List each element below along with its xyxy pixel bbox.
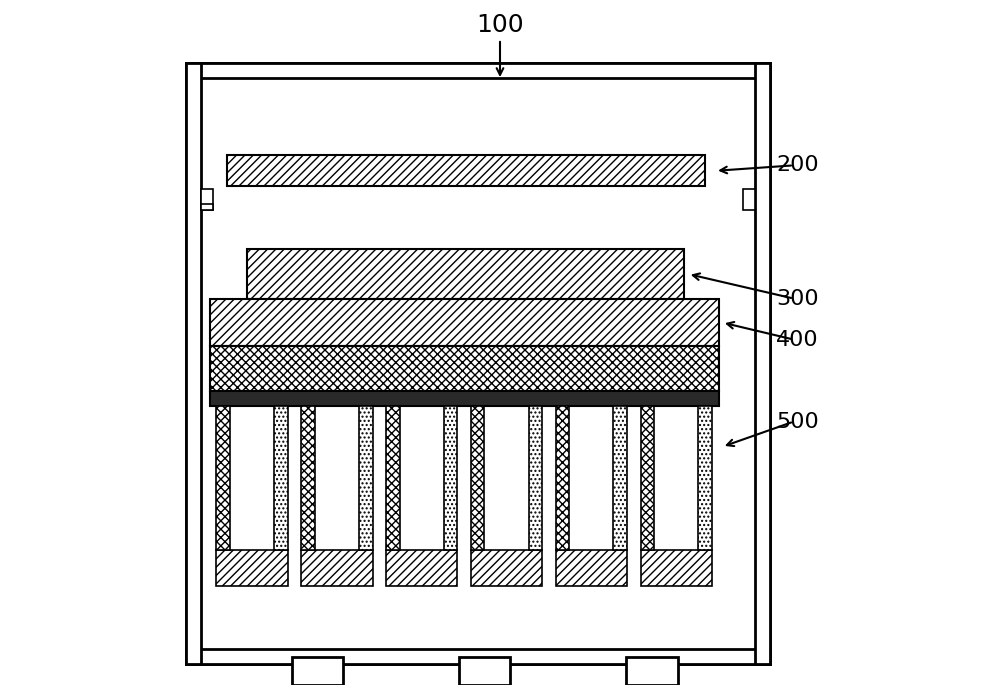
Bar	[186, 63, 770, 78]
Bar	[292, 657, 343, 685]
Bar	[210, 346, 719, 391]
Bar	[201, 189, 213, 210]
Bar	[274, 406, 288, 550]
Bar	[186, 649, 770, 664]
Text: 100: 100	[476, 13, 524, 37]
Bar	[201, 204, 213, 210]
Bar	[216, 406, 230, 550]
Bar	[186, 63, 770, 664]
Bar	[471, 550, 542, 586]
Bar	[556, 406, 569, 550]
Bar	[247, 250, 684, 298]
Bar	[386, 550, 457, 586]
Bar	[201, 78, 755, 649]
Bar	[459, 657, 510, 685]
Bar	[641, 550, 712, 586]
Text: 400: 400	[776, 329, 819, 350]
Bar	[626, 657, 678, 685]
Bar	[613, 406, 627, 550]
Bar	[210, 298, 719, 346]
Bar	[186, 63, 201, 664]
Bar	[216, 550, 288, 586]
Text: 200: 200	[776, 155, 819, 176]
Bar	[227, 155, 705, 186]
Text: 300: 300	[776, 289, 819, 309]
Bar	[444, 406, 457, 550]
Bar	[755, 63, 770, 664]
Bar	[556, 550, 627, 586]
Bar	[471, 406, 484, 550]
Bar	[301, 550, 373, 586]
Bar	[698, 406, 712, 550]
Bar	[743, 189, 755, 210]
Bar	[386, 406, 400, 550]
Bar	[359, 406, 373, 550]
Bar	[301, 406, 315, 550]
Bar	[529, 406, 542, 550]
Bar	[210, 391, 719, 406]
Text: 500: 500	[776, 412, 819, 431]
Bar	[641, 406, 654, 550]
